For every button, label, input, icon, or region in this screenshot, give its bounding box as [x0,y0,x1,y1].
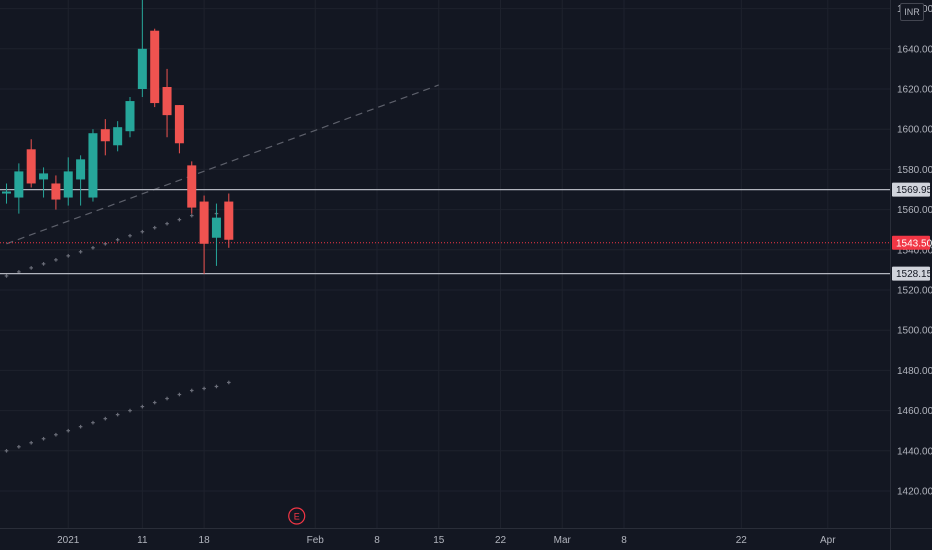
candle [51,175,61,210]
last-price-tag-bg [892,235,930,250]
price-tick-label: 1580.00 [897,165,932,176]
candle [63,157,73,206]
candle [199,195,209,274]
candle-body [88,133,98,198]
last-price-tag: 1543.50 [892,235,932,250]
price-tick-label: 1540.00 [897,245,932,256]
level-price-tag-bg [892,266,930,281]
time-tick-label: 22 [495,535,507,546]
candle [150,28,160,108]
time-tick-label: Mar [554,535,572,546]
price-tick-label: 1620.00 [897,85,932,96]
candle-body [51,183,61,200]
candle-body [162,86,172,116]
candle-body [63,171,73,198]
time-tick-label: 2021 [57,535,80,546]
level-price-tag: 1528.15 [892,266,932,281]
candle [125,97,135,138]
candle [76,155,86,206]
time-tick-label: 8 [374,535,380,546]
price-tick-label: 1420.00 [897,487,932,498]
candle [39,167,49,198]
earnings-marker-circle [288,507,306,525]
price-tick-label: 1440.00 [897,446,932,457]
candle-body [199,201,209,244]
candle-body [125,101,135,132]
time-tick-label: Feb [307,535,325,546]
plot-area [0,0,890,528]
time-tick-label: 11 [137,535,148,546]
price-tick-label: 1600.00 [897,125,932,136]
price-tick-label: 1560.00 [897,205,932,216]
candle [224,193,234,248]
candle-body [2,191,11,194]
lower-dotted-band [4,380,231,453]
candle-body [187,165,197,208]
candle [187,161,197,214]
candle [2,183,11,204]
time-tick-label: 22 [736,535,748,546]
time-tick-label: Apr [820,535,836,546]
candles [2,0,234,274]
time-tick-label: 8 [621,535,627,546]
candle-body [100,129,110,142]
candle [100,119,110,156]
candle-body [113,127,123,146]
level-price-tag-bg [892,182,930,197]
candle [174,105,184,154]
candle-body [39,173,49,180]
candle [211,203,221,266]
time-tick-label: 15 [433,535,445,546]
currency-badge[interactable]: INR [900,3,924,21]
candle-body [76,159,86,180]
candle [88,129,98,202]
level-price-tag-text: 1528.15 [896,269,932,280]
candle-body [26,149,36,184]
trendline-dashed [6,84,439,245]
candle-body [137,48,147,89]
price-tick-label: 1520.00 [897,286,932,297]
price-tick-label: 1480.00 [897,366,932,377]
candle-body [150,30,160,104]
time-tick-label: 18 [199,535,211,546]
level-price-tag: 1569.95 [892,182,932,197]
price-axis: 1420.00 1440.00 1460.00 1480.00 1500.00 1520.… [897,4,932,497]
price-tick-label: 1460.00 [897,406,932,417]
last-price-tag-text: 1543.50 [896,238,932,249]
candle [14,163,24,214]
time-axis: 2021 11 18 Feb 8 15 22 Mar 8 22 Apr [57,535,836,546]
candle-body [211,217,221,238]
candle-body [174,105,184,144]
candle-body [224,201,234,240]
level-price-tag-text: 1569.95 [896,185,932,196]
price-tick-label: 1500.00 [897,326,932,337]
price-tick-label: 1640.00 [897,44,932,55]
candle [162,68,172,138]
candle [113,121,123,152]
grid [0,0,890,528]
earnings-marker-label: E [294,512,300,522]
candle-body [14,171,24,198]
earnings-marker[interactable]: E [288,507,306,525]
candle [137,0,147,98]
candle [26,139,36,188]
